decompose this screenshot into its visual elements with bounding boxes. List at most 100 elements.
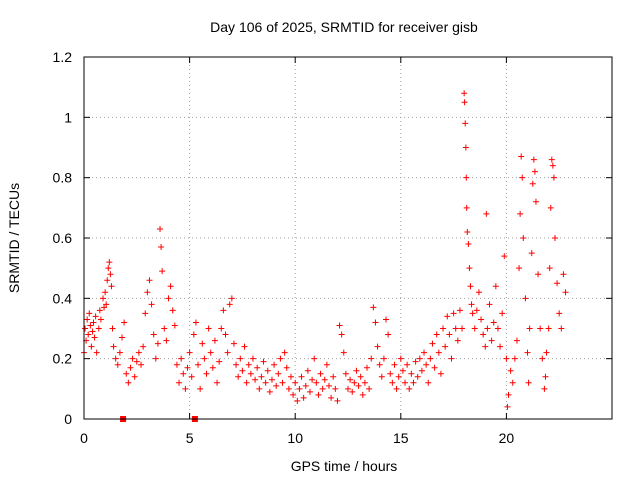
- data-point: [522, 295, 529, 302]
- data-point: [309, 376, 316, 383]
- data-point: [353, 367, 360, 374]
- data-point: [518, 153, 525, 160]
- data-point: [201, 355, 208, 362]
- data-point: [142, 310, 149, 317]
- data-point: [431, 364, 438, 371]
- data-point: [537, 325, 544, 332]
- data-point: [385, 331, 392, 338]
- data-point: [91, 334, 98, 341]
- data-point: [427, 355, 434, 362]
- data-point: [249, 355, 256, 362]
- data-point: [459, 325, 466, 332]
- data-point: [511, 355, 518, 362]
- data-point: [186, 349, 193, 356]
- data-point: [332, 385, 339, 392]
- data-point: [268, 376, 275, 383]
- data-point: [256, 385, 263, 392]
- data-point: [266, 388, 273, 395]
- data-point: [399, 367, 406, 374]
- data-point: [224, 349, 231, 356]
- data-point: [101, 304, 108, 311]
- data-point: [355, 382, 362, 389]
- data-point: [330, 373, 337, 380]
- data-point: [450, 310, 457, 317]
- data-point: [466, 265, 473, 272]
- data-point: [296, 385, 303, 392]
- data-point: [397, 355, 404, 362]
- data-point: [163, 337, 170, 344]
- data-point: [262, 379, 269, 386]
- data-point: [435, 349, 442, 356]
- data-point: [383, 316, 390, 323]
- y-tick-label: 0.6: [53, 230, 73, 246]
- data-point: [300, 394, 307, 401]
- data-point: [311, 355, 318, 362]
- data-point: [366, 385, 373, 392]
- data-point: [554, 280, 561, 287]
- y-tick-label: 1.2: [53, 49, 73, 65]
- data-point: [528, 250, 535, 257]
- data-point: [550, 174, 557, 181]
- data-point: [535, 271, 542, 278]
- data-point: [254, 364, 261, 371]
- data-point: [279, 379, 286, 386]
- data-point: [169, 307, 176, 314]
- y-axis-label: SRMTID / TECUs: [6, 183, 22, 293]
- data-point: [456, 307, 463, 314]
- data-point: [264, 367, 271, 374]
- data-point: [423, 361, 430, 368]
- plot-frame: [83, 56, 613, 420]
- x-tick-label: 5: [186, 430, 194, 446]
- data-point: [87, 322, 94, 329]
- data-point: [437, 370, 444, 377]
- data-point: [393, 385, 400, 392]
- data-point: [315, 391, 322, 398]
- data-point: [483, 210, 490, 217]
- chart-title: Day 106 of 2025, SRMTID for receiver gis…: [210, 19, 478, 35]
- data-point: [123, 370, 130, 377]
- data-point: [86, 310, 93, 317]
- data-point: [102, 289, 109, 296]
- data-point: [106, 259, 113, 266]
- data-point: [463, 174, 470, 181]
- data-point: [516, 265, 523, 272]
- data-point: [243, 379, 250, 386]
- data-point: [112, 355, 119, 362]
- data-point: [247, 370, 254, 377]
- data-point: [258, 373, 265, 380]
- data-point: [228, 295, 235, 302]
- data-point: [188, 373, 195, 380]
- data-point: [105, 265, 112, 272]
- data-point: [548, 156, 555, 163]
- data-point: [241, 343, 248, 350]
- data-point: [283, 364, 290, 371]
- data-point: [100, 295, 107, 302]
- data-point: [549, 162, 556, 169]
- data-point: [387, 370, 394, 377]
- data-point: [488, 337, 495, 344]
- data-point: [129, 355, 136, 362]
- data-point: [90, 319, 97, 326]
- data-point: [505, 391, 512, 398]
- data-point: [539, 355, 546, 362]
- data-point: [104, 277, 111, 284]
- data-point: [425, 379, 432, 386]
- data-point: [556, 310, 563, 317]
- data-point: [530, 156, 537, 163]
- data-point: [446, 331, 453, 338]
- grid: [84, 57, 612, 419]
- data-point: [345, 385, 351, 392]
- data-point: [96, 307, 103, 314]
- data-point: [218, 325, 225, 332]
- data-point: [159, 268, 166, 275]
- data-point: [110, 343, 117, 350]
- data-point: [464, 228, 471, 235]
- data-point: [317, 370, 324, 377]
- data-point: [285, 385, 292, 392]
- data-point: [216, 358, 223, 365]
- data-point: [167, 283, 174, 290]
- data-point: [547, 204, 554, 211]
- data-point: [114, 361, 121, 368]
- data-point: [545, 325, 552, 332]
